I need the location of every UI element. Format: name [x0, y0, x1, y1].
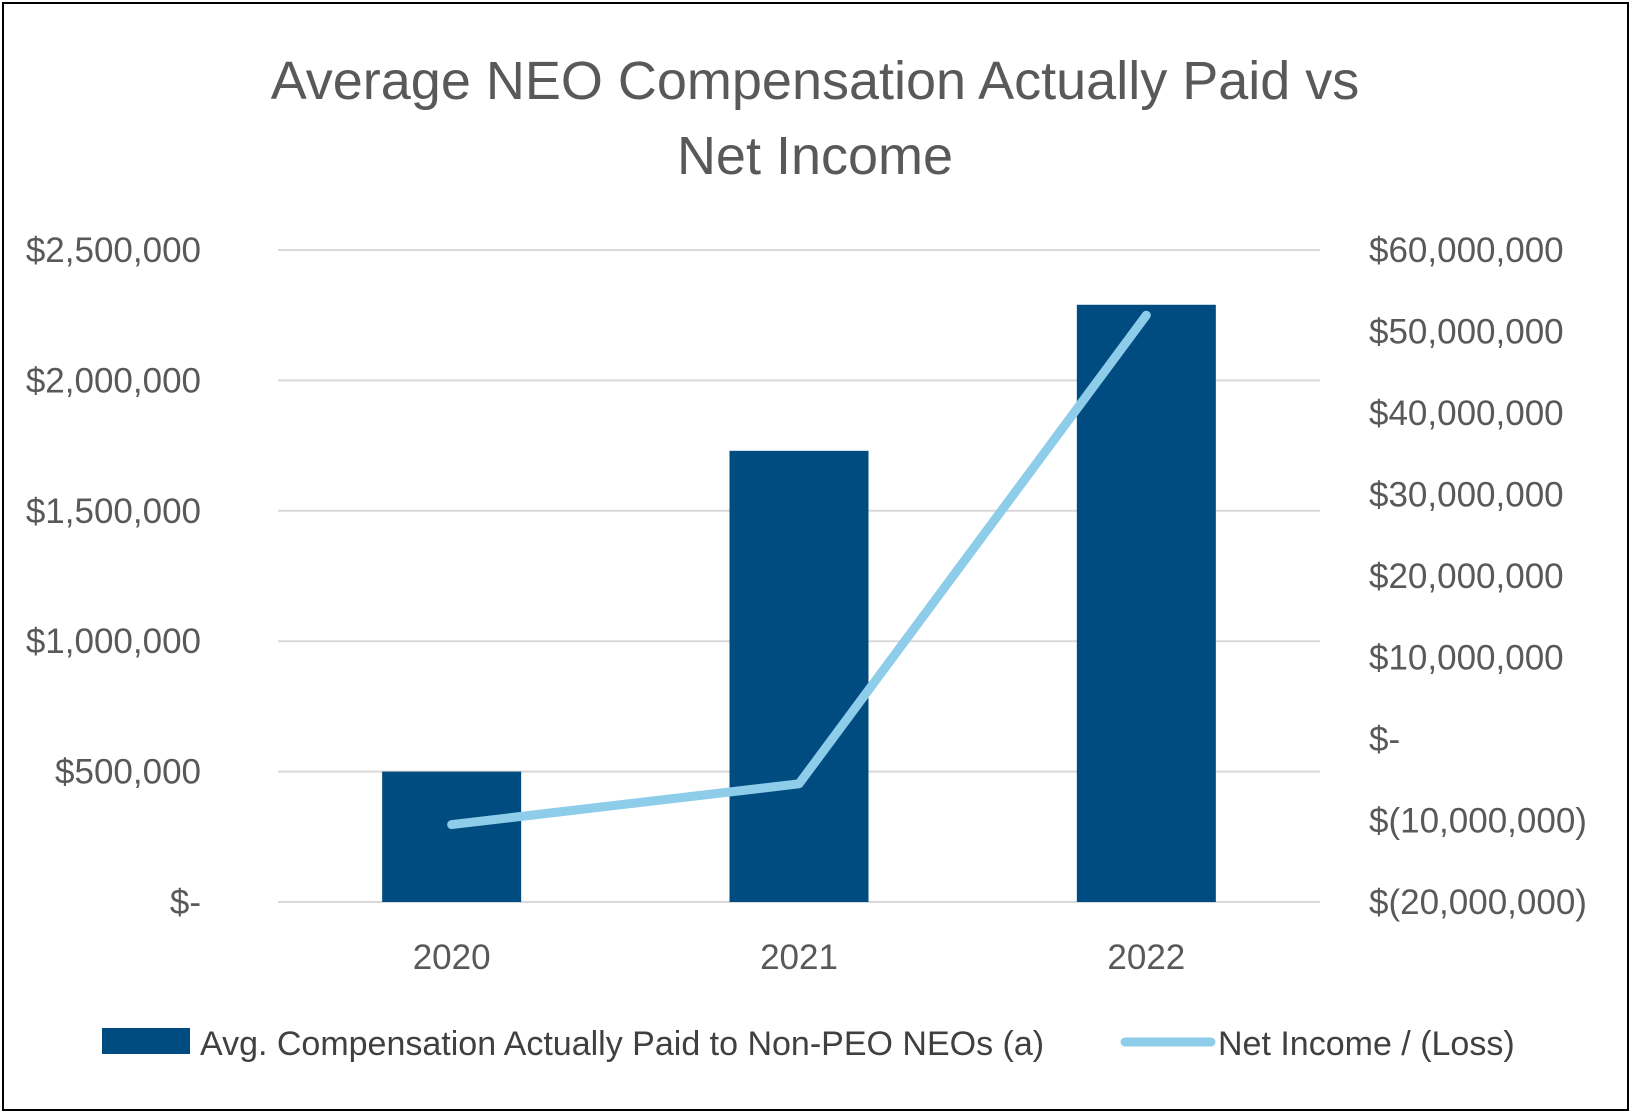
right-axis-tick-label: $40,000,000: [1369, 394, 1564, 433]
legend-label-line: Net Income / (Loss): [1218, 1025, 1515, 1063]
right-axis-tick-label: $30,000,000: [1369, 476, 1564, 515]
x-axis-labels: 2020 2021 2022: [413, 938, 1186, 977]
bar-2021: [729, 450, 869, 902]
right-axis-tick-label: $(10,000,000): [1369, 802, 1587, 841]
bar-2022: [1076, 304, 1216, 902]
x-axis-tick-label: 2020: [413, 938, 491, 977]
left-axis-labels: $- $500,000 $1,000,000 $1,500,000 $2,000,000…: [26, 231, 201, 922]
chart-title-line-2: Net Income: [677, 126, 953, 186]
chart-title-line-1: Average NEO Compensation Actually Paid v…: [271, 51, 1360, 111]
legend-label-bar: Avg. Compensation Actually Paid to Non-P…: [200, 1025, 1044, 1063]
right-axis-tick-label: $20,000,000: [1369, 557, 1564, 596]
chart-svg: Average NEO Compensation Actually Paid v…: [26, 51, 1587, 1063]
legend: Avg. Compensation Actually Paid to Non-P…: [102, 1025, 1515, 1063]
left-axis-tick-label: $-: [170, 883, 201, 922]
legend-swatch-bar: [102, 1028, 190, 1054]
right-axis-tick-label: $60,000,000: [1369, 231, 1564, 270]
right-axis-tick-label: $-: [1369, 720, 1400, 759]
left-axis-tick-label: $1,500,000: [26, 492, 201, 531]
left-axis-tick-label: $1,000,000: [26, 622, 201, 661]
left-axis-tick-label: $2,500,000: [26, 231, 201, 270]
right-axis-tick-label: $50,000,000: [1369, 313, 1564, 352]
line-series: [447, 310, 1151, 830]
left-axis-tick-label: $2,000,000: [26, 361, 201, 400]
bar-2020: [382, 771, 522, 902]
right-axis-tick-label: $10,000,000: [1369, 639, 1564, 678]
right-axis-labels: $(20,000,000) $(10,000,000) $- $10,000,000 $…: [1369, 231, 1587, 922]
x-axis-tick-label: 2021: [760, 938, 838, 977]
chart-title: Average NEO Compensation Actually Paid v…: [271, 51, 1360, 186]
right-axis-tick-label: $(20,000,000): [1369, 883, 1587, 922]
left-axis-tick-label: $500,000: [55, 753, 201, 792]
x-axis-tick-label: 2022: [1107, 938, 1185, 977]
bar-series: [382, 304, 1216, 902]
